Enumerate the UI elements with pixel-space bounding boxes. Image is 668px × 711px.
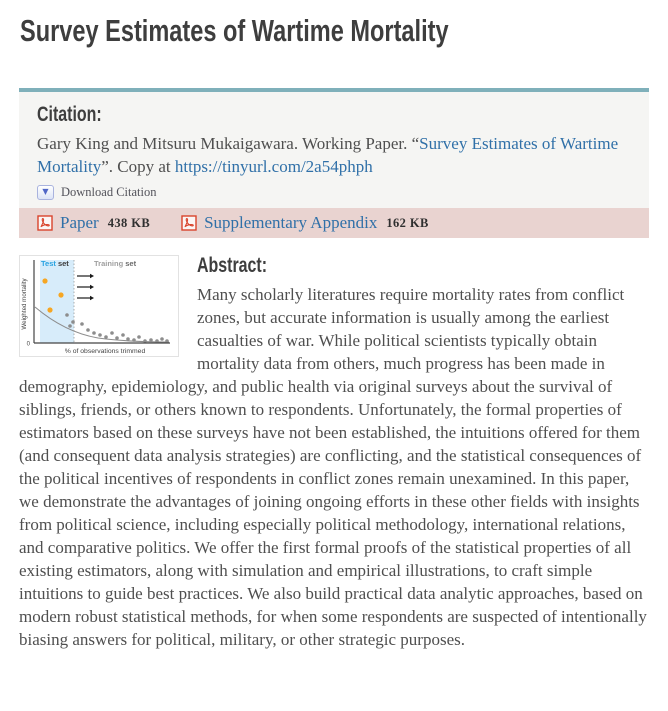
abstract-heading: Abstract: [197, 254, 268, 277]
citation-url-link[interactable]: https://tinyurl.com/2a54phph [174, 157, 373, 176]
pdf-icon [37, 215, 53, 231]
supplementary-appendix-link[interactable]: Supplementary Appendix [204, 213, 378, 232]
download-citation-button[interactable]: ▼ Download Citation [37, 184, 156, 200]
download-citation-label: Download Citation [61, 184, 157, 199]
paper-size: 438 KB [107, 215, 151, 230]
abstract-text: Many scholarly literatures require morta… [19, 285, 647, 649]
svg-text:Training set: Training set [94, 259, 137, 268]
pdf-icon [181, 215, 197, 231]
supplementary-appendix-size: 162 KB [386, 215, 429, 230]
svg-text:Weighted mortality: Weighted mortality [21, 278, 28, 330]
trimming-chart-thumbnail: Test set Training set 0 Weighted mortality%… [21, 259, 170, 355]
svg-text:% of observations trimmed: % of observations trimmed [65, 348, 146, 355]
citation-heading: Citation: [37, 103, 102, 126]
citation-authors: Gary King and Mitsuru Mukaigawara. Worki… [37, 134, 420, 153]
dropdown-arrow-icon[interactable]: ▼ [37, 184, 54, 200]
abstract-section: Test set Training set 0 Weighted mortality%… [19, 253, 649, 651]
citation-copy-at: ”. Copy at [101, 157, 175, 176]
citation-box: Citation: Gary King and Mitsuru Mukaigaw… [19, 88, 649, 208]
publication-page: Survey Estimates of Wartime Mortality Ci… [19, 13, 649, 651]
paper-thumbnail-figure: Test set Training set 0 Weighted mortality%… [19, 255, 179, 357]
attachment-row: Paper 438 KB Supplementary Appendix 162 … [19, 208, 649, 238]
paper-link[interactable]: Paper [60, 213, 99, 232]
citation-title-link[interactable]: Survey Estimates of Wartime Mortality [37, 134, 619, 176]
svg-text:0: 0 [27, 342, 31, 348]
citation-text: Gary King and Mitsuru Mukaigawara. Worki… [37, 132, 631, 178]
svg-text:Test set: Test set [41, 259, 69, 268]
page-title: Survey Estimates of Wartime Mortality [20, 13, 449, 48]
